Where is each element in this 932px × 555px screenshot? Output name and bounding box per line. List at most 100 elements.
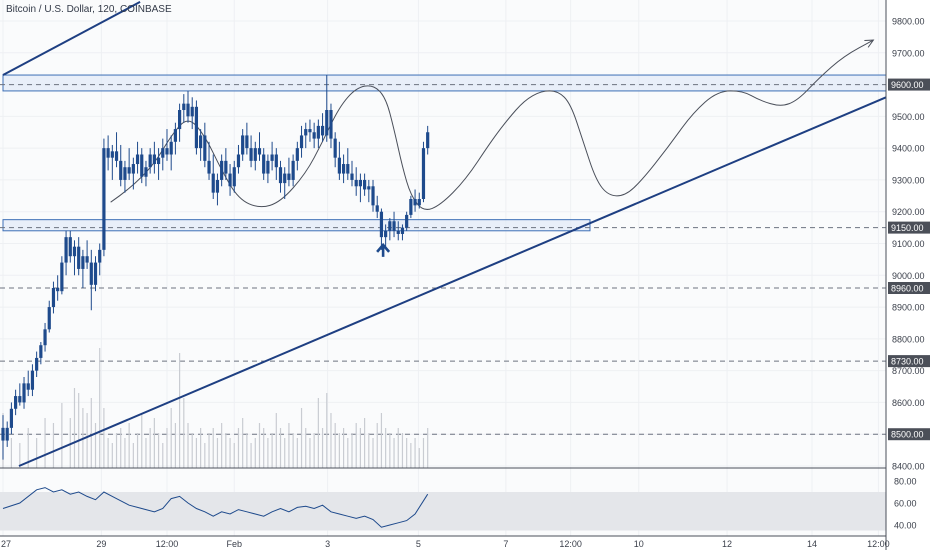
candle-body xyxy=(77,246,81,269)
candle-body xyxy=(291,160,295,180)
level-price-label: 9600.00 xyxy=(891,80,924,90)
candle-body xyxy=(283,173,287,184)
candle-body xyxy=(400,227,405,234)
candle-body xyxy=(396,230,400,234)
candle-body xyxy=(119,160,123,180)
candle-body xyxy=(152,154,156,165)
candle-body xyxy=(144,167,148,177)
projection-arrowhead xyxy=(864,39,875,48)
horizontal-levels xyxy=(0,84,886,435)
level-price-label: 8500.00 xyxy=(891,430,924,440)
level-price-badge xyxy=(888,78,930,91)
candle-body xyxy=(266,160,270,174)
candle-body xyxy=(127,167,131,174)
time-tick-label: Feb xyxy=(227,539,243,549)
candle-body xyxy=(106,148,110,158)
volume-bars xyxy=(2,348,429,468)
candle-body xyxy=(9,408,14,428)
candle-body xyxy=(224,160,228,174)
candle-body xyxy=(308,129,312,133)
trendline xyxy=(2,1,141,76)
time-tick-label: 12:00 xyxy=(559,539,582,549)
candle-body xyxy=(287,173,291,180)
time-tick-label: 12:00 xyxy=(867,539,890,549)
candle-body xyxy=(337,157,341,174)
candle-body xyxy=(203,135,207,161)
candle-body xyxy=(211,173,215,193)
candle-body xyxy=(35,357,39,371)
candle-body xyxy=(354,179,358,187)
candle-body xyxy=(346,164,350,174)
candle-body xyxy=(367,186,371,190)
candle-body xyxy=(417,199,421,206)
candle-body xyxy=(114,151,119,161)
candle-body xyxy=(18,396,22,403)
candle-body xyxy=(295,148,299,161)
candle-body xyxy=(220,160,224,180)
candle-body xyxy=(253,148,257,161)
candle-body xyxy=(68,237,72,257)
candle-body xyxy=(110,151,114,158)
candle-body xyxy=(173,129,177,142)
time-tick-label: 27 xyxy=(1,539,11,549)
candle-body xyxy=(194,106,199,149)
rsi-band xyxy=(0,492,886,531)
candle-body xyxy=(26,383,30,390)
arrow-marker xyxy=(376,242,391,257)
candle-body xyxy=(413,199,417,206)
candle-body xyxy=(60,262,64,292)
candle-body xyxy=(384,230,388,238)
rsi-pane xyxy=(0,487,886,531)
level-price-label: 9150.00 xyxy=(891,223,924,233)
candle-body xyxy=(190,106,194,117)
time-tick-label: 12:00 xyxy=(156,539,179,549)
time-tick-label: 29 xyxy=(96,539,106,549)
price-axis[interactable]: 8400.00 8600.00 8700.00 8800.00 8900.00 9000.… xyxy=(888,17,930,531)
candle-body xyxy=(140,154,144,177)
candle-body xyxy=(316,125,320,139)
time-axis[interactable]: 27 29 12:00 Feb 3 5 7 12:00 10 12 14 12:00 xyxy=(1,539,890,549)
candle-body xyxy=(47,307,51,330)
rsi-line xyxy=(2,487,429,528)
candle-body xyxy=(325,110,329,136)
candle-body xyxy=(278,167,283,184)
projection-path xyxy=(110,39,875,210)
candle-body xyxy=(93,262,98,285)
candle-body xyxy=(232,167,236,187)
candle-body xyxy=(156,157,161,165)
price-tick-label: 9800.00 xyxy=(892,17,925,27)
candle-body xyxy=(64,237,68,263)
candle-body xyxy=(421,148,426,199)
rsi-tick-label: 60.00 xyxy=(894,499,917,509)
candle-body xyxy=(215,179,220,193)
zone-box xyxy=(2,219,591,232)
candlesticks xyxy=(1,75,430,460)
time-tick-label: 12 xyxy=(722,539,732,549)
candle-body xyxy=(131,164,135,174)
price-tick-label: 9000.00 xyxy=(892,271,925,281)
candle-body xyxy=(426,132,430,149)
price-tick-label: 9500.00 xyxy=(892,112,925,122)
candle-body xyxy=(102,148,106,250)
candle-body xyxy=(1,427,5,441)
candle-body xyxy=(409,199,413,215)
rsi-tick-label: 80.00 xyxy=(894,477,917,487)
candle-body xyxy=(30,370,35,390)
candle-body xyxy=(228,173,232,187)
level-price-badge xyxy=(888,428,930,441)
candle-body xyxy=(85,256,89,263)
candle-body xyxy=(182,103,186,110)
candle-body xyxy=(89,262,93,285)
candle-body xyxy=(320,125,325,136)
candle-body xyxy=(241,135,245,155)
candle-body xyxy=(262,154,266,174)
candle-body xyxy=(388,221,392,231)
price-tick-label: 9200.00 xyxy=(892,207,925,217)
candle-body xyxy=(371,186,375,206)
candle-body xyxy=(304,129,308,136)
candle-body xyxy=(270,154,274,161)
candle-body xyxy=(43,329,47,346)
candle-body xyxy=(341,164,346,174)
